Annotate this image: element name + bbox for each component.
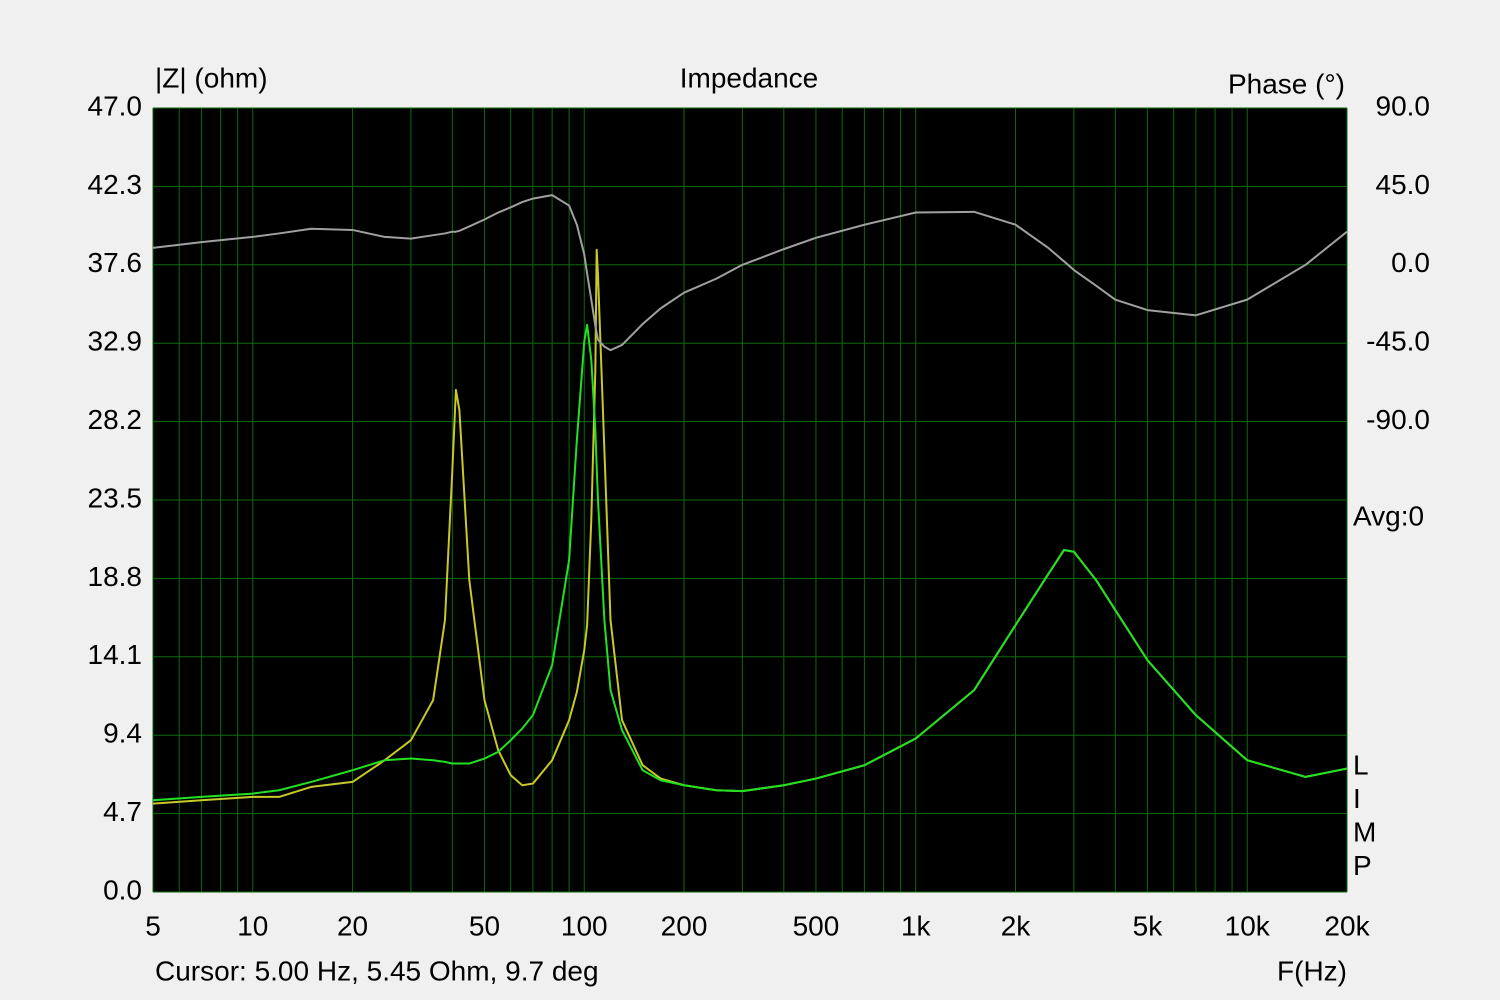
y2-tick-label: 45.0 bbox=[1376, 169, 1431, 200]
y2-tick-label: 90.0 bbox=[1376, 90, 1431, 121]
y-tick-label: 14.1 bbox=[88, 639, 143, 670]
x-tick-label: 2k bbox=[1001, 910, 1032, 941]
y-tick-label: 0.0 bbox=[103, 874, 142, 905]
side-letter: L bbox=[1353, 749, 1369, 780]
side-letter: I bbox=[1353, 783, 1361, 814]
side-letter: M bbox=[1353, 816, 1376, 847]
y-tick-label: 47.0 bbox=[88, 90, 143, 121]
y-tick-label: 42.3 bbox=[88, 169, 143, 200]
x-tick-label: 5k bbox=[1133, 910, 1164, 941]
y-tick-label: 37.6 bbox=[88, 247, 143, 278]
x-tick-label: 10 bbox=[237, 910, 268, 941]
y2-tick-label: -45.0 bbox=[1366, 326, 1430, 357]
x-tick-label: 500 bbox=[793, 910, 840, 941]
y-tick-label: 4.7 bbox=[103, 796, 142, 827]
y-tick-label: 23.5 bbox=[88, 482, 143, 513]
x-tick-label: 1k bbox=[901, 910, 932, 941]
x-tick-label: 20 bbox=[337, 910, 368, 941]
y-tick-label: 28.2 bbox=[88, 404, 143, 435]
x-tick-label: 10k bbox=[1225, 910, 1271, 941]
x-tick-label: 200 bbox=[661, 910, 708, 941]
y2-axis-label: Phase (°) bbox=[1228, 68, 1345, 99]
y-tick-label: 18.8 bbox=[88, 561, 143, 592]
chart-title: Impedance bbox=[680, 62, 819, 93]
x-tick-label: 5 bbox=[145, 910, 161, 941]
y-axis-label: |Z| (ohm) bbox=[155, 62, 268, 93]
x-tick-label: 20k bbox=[1324, 910, 1370, 941]
series-line bbox=[152, 194, 1348, 352]
x-tick-label: 50 bbox=[469, 910, 500, 941]
y2-tick-label: -90.0 bbox=[1366, 404, 1430, 435]
y-tick-label: 32.9 bbox=[88, 326, 143, 357]
x-tick-label: 100 bbox=[561, 910, 608, 941]
y-tick-label: 9.4 bbox=[103, 718, 142, 749]
side-letter: P bbox=[1353, 850, 1372, 881]
cursor-readout: Cursor: 5.00 Hz, 5.45 Ohm, 9.7 deg bbox=[155, 955, 599, 986]
series-line bbox=[152, 323, 1348, 802]
average-label: Avg:0 bbox=[1353, 500, 1424, 531]
y2-tick-label: 0.0 bbox=[1391, 247, 1430, 278]
x-axis-label: F(Hz) bbox=[1277, 955, 1347, 986]
